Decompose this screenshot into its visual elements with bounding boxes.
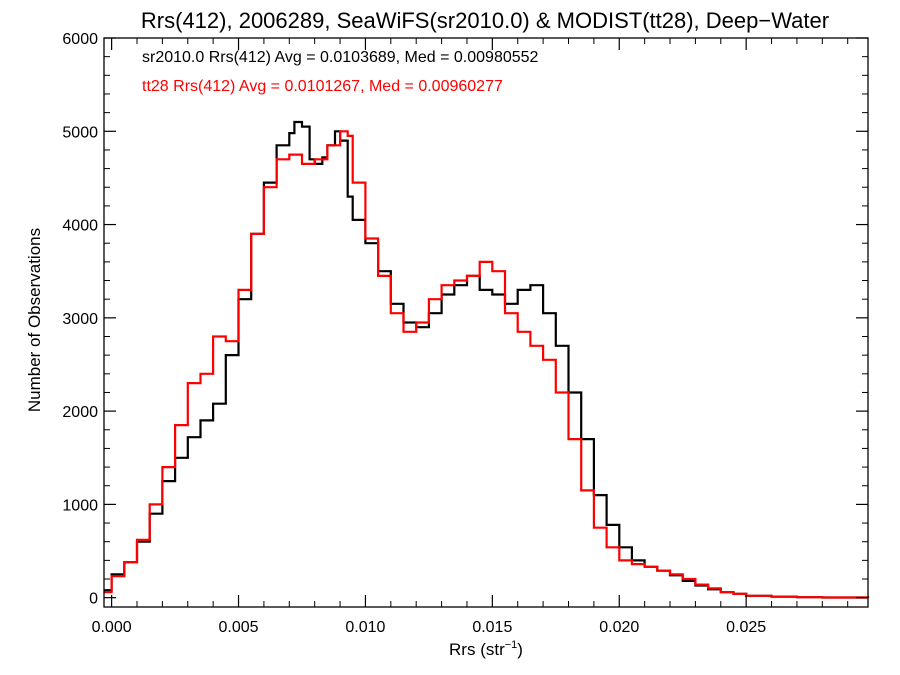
- series-layer: [104, 120, 870, 599]
- chart-title: Rrs(412), 2006289, SeaWiFS(sr2010.0) & M…: [141, 8, 829, 33]
- y-tick-label: 1000: [62, 497, 98, 514]
- x-tick-label: 0.015: [472, 619, 512, 636]
- x-tick-label: 0.020: [599, 619, 639, 636]
- y-tick-label: 3000: [62, 311, 98, 328]
- y-tick-label: 0: [89, 591, 98, 608]
- legend-entry-2: tt28 Rrs(412) Avg = 0.0101267, Med = 0.0…: [142, 78, 503, 95]
- plot-frame: [103, 37, 869, 608]
- series-1-histogram: [104, 120, 870, 599]
- plot-area: 0.000 0.005 0.010 0.015 0.020 0.025 0 1000 2000…: [62, 31, 870, 636]
- x-axis-title: Rrs (str−1): [449, 639, 523, 659]
- y-tick-label: 6000: [62, 31, 98, 48]
- x-tick-label: 0.010: [345, 619, 385, 636]
- y-tick-label: 5000: [62, 124, 98, 141]
- series-2-histogram: [104, 130, 870, 599]
- x-axis-title-end: ): [517, 640, 523, 659]
- x-axis: 0.000 0.005 0.010 0.015 0.020 0.025: [92, 38, 849, 636]
- x-tick-label: 0.005: [219, 619, 259, 636]
- x-axis-title-superscript: −1: [505, 639, 518, 651]
- y-tick-label: 4000: [62, 218, 98, 235]
- y-axis: 0 1000 2000 3000 4000 5000 6000: [62, 31, 868, 608]
- x-tick-label: 0.025: [726, 619, 766, 636]
- y-tick-label: 2000: [62, 404, 98, 421]
- x-tick-label: 0.000: [92, 619, 132, 636]
- x-axis-title-main: Rrs (str: [449, 640, 505, 659]
- legend-entry-1: sr2010.0 Rrs(412) Avg = 0.0103689, Med =…: [142, 49, 539, 66]
- y-axis-title: Number of Observations: [25, 228, 44, 412]
- legend: sr2010.0 Rrs(412) Avg = 0.0103689, Med =…: [142, 49, 539, 95]
